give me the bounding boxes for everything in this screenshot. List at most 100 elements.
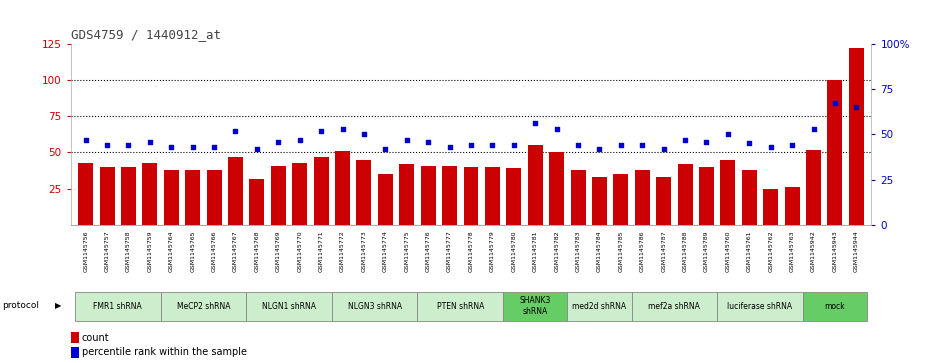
Point: [613, 142, 628, 148]
Point: [399, 137, 414, 143]
Point: [806, 126, 821, 132]
Bar: [717, 292, 803, 322]
Text: GSM1145758: GSM1145758: [126, 230, 131, 272]
Point: [314, 128, 329, 134]
Point: [571, 142, 586, 148]
Bar: [827, 80, 842, 225]
Text: GDS4759 / 1440912_at: GDS4759 / 1440912_at: [71, 28, 220, 41]
Bar: [378, 174, 393, 225]
Text: GSM1145775: GSM1145775: [404, 230, 409, 272]
Text: GSM1145942: GSM1145942: [811, 230, 816, 272]
Bar: [567, 292, 631, 322]
Point: [164, 144, 179, 150]
Point: [228, 128, 243, 134]
Bar: [292, 163, 307, 225]
Bar: [677, 164, 692, 225]
Text: GSM1145786: GSM1145786: [640, 230, 644, 272]
Text: GSM1145762: GSM1145762: [769, 230, 773, 272]
Bar: [335, 151, 350, 225]
Bar: [228, 157, 243, 225]
Point: [785, 142, 800, 148]
Point: [741, 140, 756, 146]
Text: FMR1 shRNA: FMR1 shRNA: [93, 302, 142, 311]
Bar: [142, 163, 157, 225]
Bar: [71, 347, 79, 358]
Text: GSM1145776: GSM1145776: [426, 230, 430, 272]
Bar: [78, 163, 93, 225]
Bar: [463, 167, 479, 225]
Text: GSM1145756: GSM1145756: [83, 230, 89, 272]
Text: GSM1145774: GSM1145774: [382, 230, 388, 272]
Text: GSM1145778: GSM1145778: [468, 230, 474, 272]
Bar: [503, 292, 567, 322]
Text: GSM1145768: GSM1145768: [254, 230, 259, 272]
Bar: [763, 189, 778, 225]
Text: GSM1145764: GSM1145764: [169, 230, 173, 272]
Text: GSM1145767: GSM1145767: [233, 230, 238, 272]
Point: [699, 139, 714, 144]
Bar: [592, 177, 607, 225]
Point: [827, 101, 842, 106]
Text: GSM1145765: GSM1145765: [190, 230, 195, 272]
Point: [549, 126, 564, 132]
Bar: [164, 170, 179, 225]
Text: GSM1145760: GSM1145760: [725, 230, 730, 272]
Text: GSM1145777: GSM1145777: [447, 230, 452, 272]
Text: GSM1145766: GSM1145766: [212, 230, 217, 272]
Bar: [421, 166, 435, 225]
Text: GSM1145773: GSM1145773: [362, 230, 366, 272]
Text: GSM1145757: GSM1145757: [105, 230, 109, 272]
Bar: [699, 167, 714, 225]
Text: GSM1145784: GSM1145784: [597, 230, 602, 272]
Bar: [75, 292, 160, 322]
Text: GSM1145779: GSM1145779: [490, 230, 495, 272]
Point: [635, 142, 650, 148]
Text: GSM1145787: GSM1145787: [661, 230, 666, 272]
Text: GSM1145769: GSM1145769: [276, 230, 281, 272]
Point: [356, 131, 371, 137]
Point: [721, 131, 736, 137]
Point: [677, 137, 692, 143]
Point: [763, 144, 778, 150]
Point: [121, 142, 136, 148]
Bar: [549, 152, 564, 225]
Text: GSM1145771: GSM1145771: [318, 230, 324, 272]
Bar: [399, 164, 414, 225]
Bar: [803, 292, 867, 322]
Point: [421, 139, 436, 144]
Bar: [635, 170, 650, 225]
Bar: [849, 48, 864, 225]
Point: [335, 126, 350, 132]
Point: [506, 142, 521, 148]
Text: GSM1145785: GSM1145785: [618, 230, 624, 272]
Point: [849, 104, 864, 110]
Point: [378, 146, 393, 152]
Point: [463, 142, 479, 148]
Text: GSM1145783: GSM1145783: [576, 230, 580, 272]
Text: GSM1145759: GSM1145759: [147, 230, 153, 272]
Point: [657, 146, 672, 152]
Bar: [250, 179, 265, 225]
Text: GSM1145772: GSM1145772: [340, 230, 345, 272]
Text: ▶: ▶: [55, 301, 61, 310]
Bar: [785, 187, 800, 225]
Text: PTEN shRNA: PTEN shRNA: [436, 302, 484, 311]
Bar: [528, 145, 543, 225]
Point: [206, 144, 221, 150]
Point: [270, 139, 285, 144]
Point: [528, 121, 543, 126]
Bar: [121, 167, 136, 225]
Point: [485, 142, 500, 148]
Text: SHANK3
shRNA: SHANK3 shRNA: [520, 296, 551, 316]
Point: [100, 142, 115, 148]
Bar: [206, 170, 221, 225]
Point: [592, 146, 607, 152]
Text: med2d shRNA: med2d shRNA: [573, 302, 626, 311]
Text: NLGN1 shRNA: NLGN1 shRNA: [262, 302, 316, 311]
Bar: [356, 160, 371, 225]
Text: GSM1145782: GSM1145782: [554, 230, 560, 272]
Text: MeCP2 shRNA: MeCP2 shRNA: [177, 302, 230, 311]
Point: [186, 144, 201, 150]
Text: count: count: [82, 333, 109, 343]
Bar: [741, 170, 756, 225]
